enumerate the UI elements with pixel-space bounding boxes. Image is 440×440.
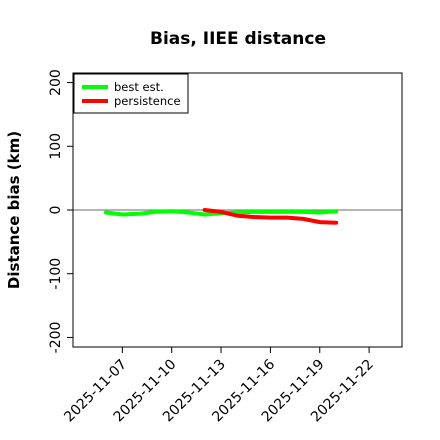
legend-label: best est. [114, 80, 164, 94]
y-tick-label: 0 [48, 206, 64, 215]
legend-box [73, 73, 189, 114]
y-tick-label: 100 [48, 133, 64, 160]
y-tick-label: 200 [48, 69, 64, 96]
y-axis-label: Distance bias (km) [5, 131, 23, 289]
chart-title: Bias, IIEE distance [150, 29, 326, 49]
legend: best est.persistence [73, 73, 189, 114]
y-tick-label: -100 [48, 258, 64, 290]
y-tick-label: -200 [48, 322, 64, 354]
plot-frame [72, 72, 403, 348]
legend-label: persistence [114, 94, 181, 108]
series-line-persistence [202, 208, 339, 225]
